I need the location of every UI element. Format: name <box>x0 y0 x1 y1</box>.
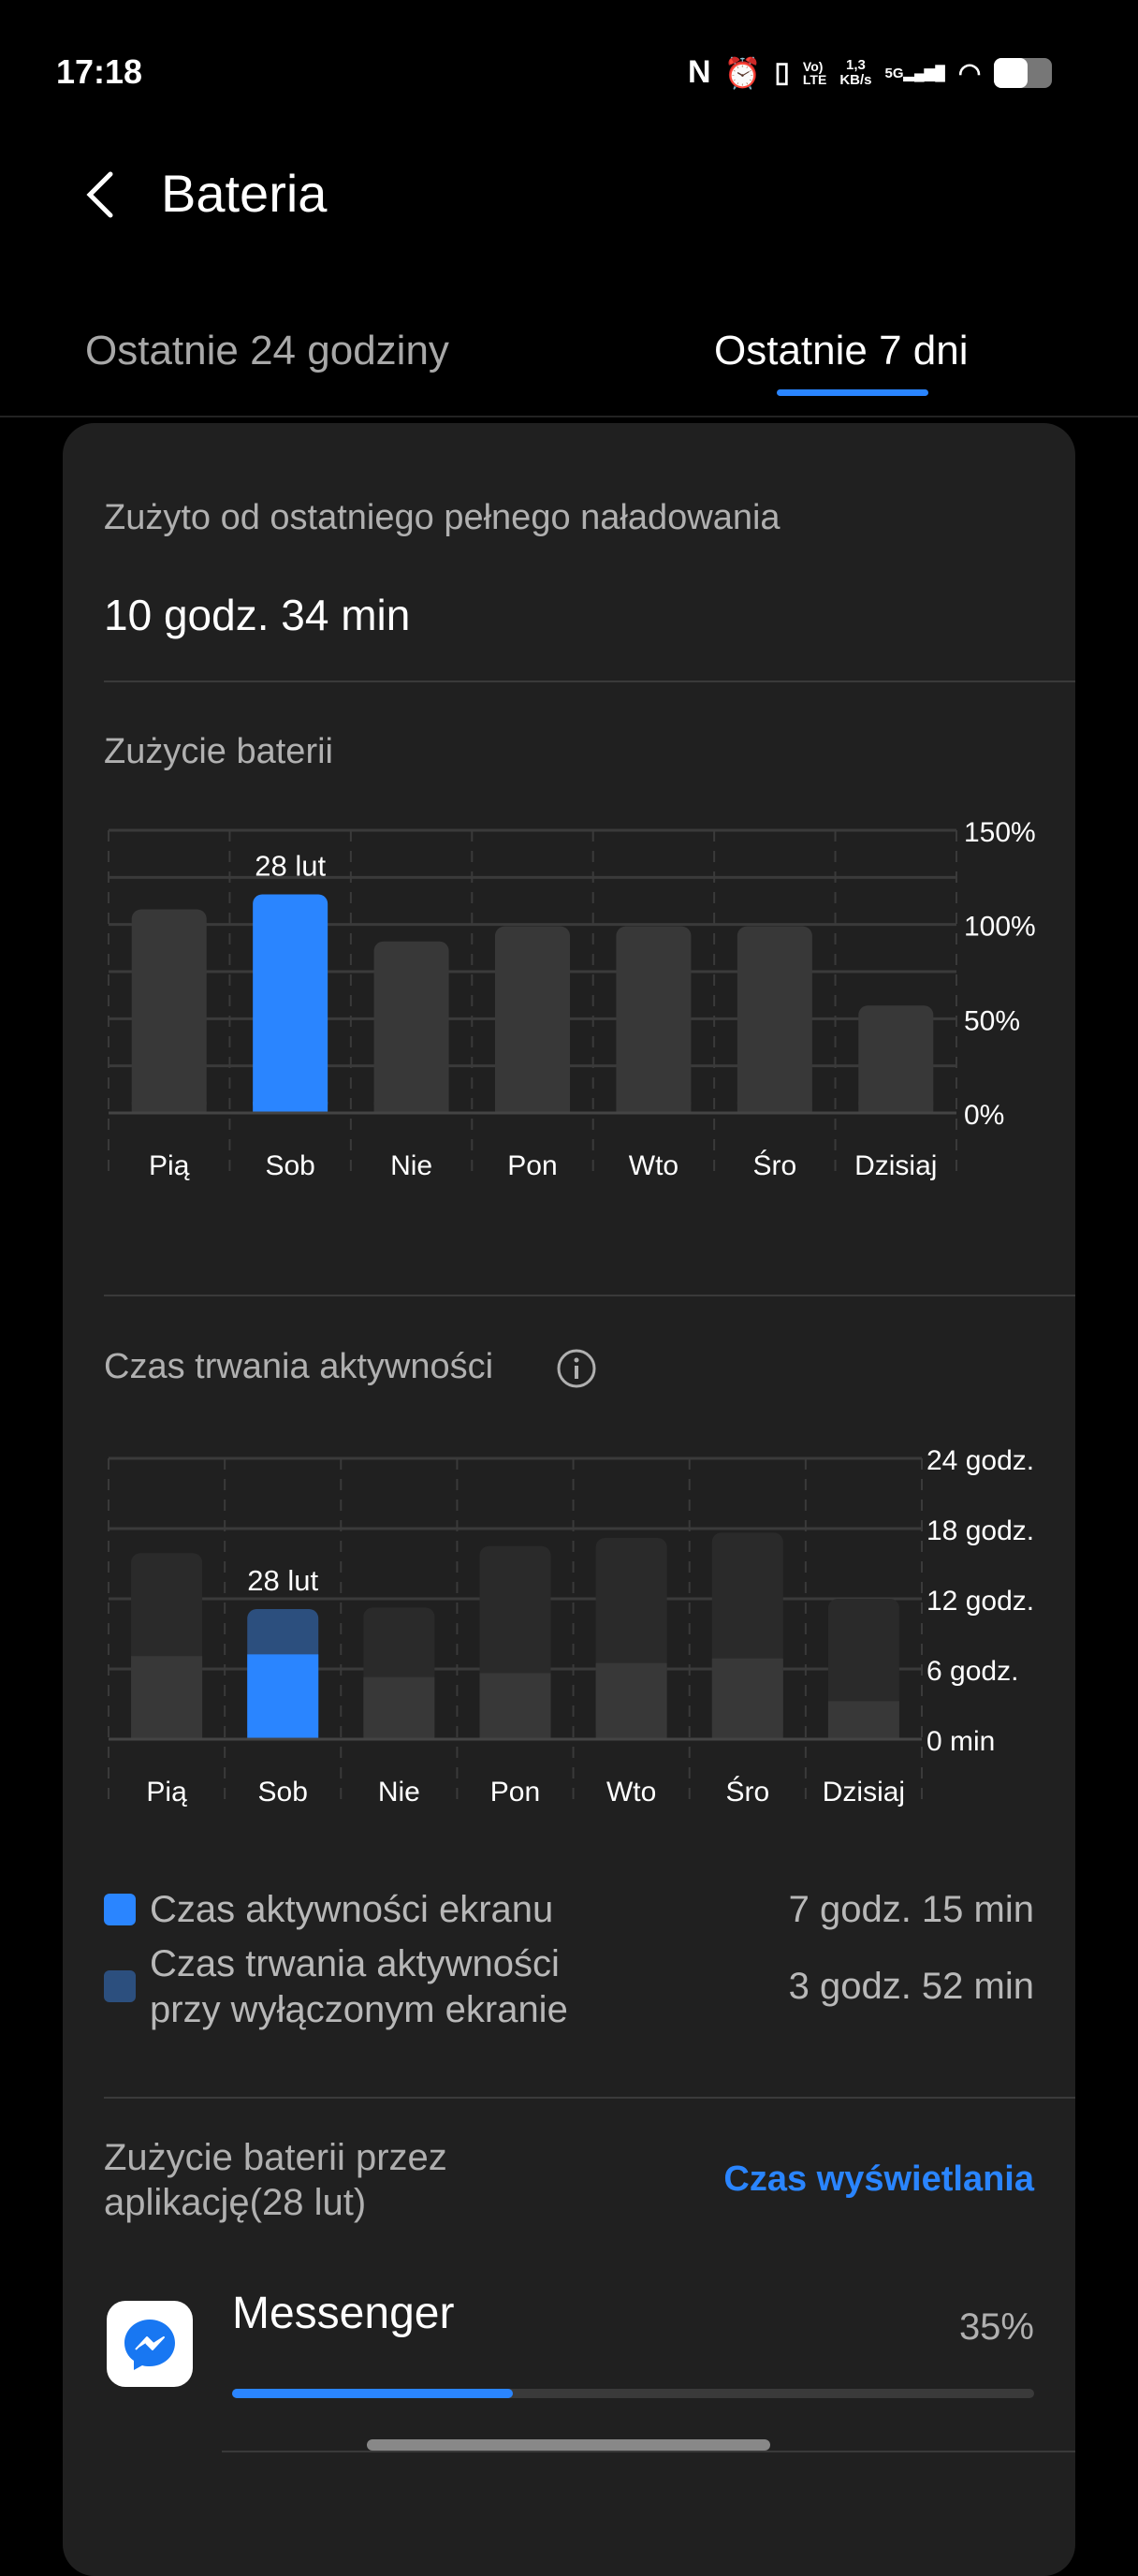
legend-screen-off-swatch <box>104 1970 136 2002</box>
legend-screen-on-value: 7 godz. 15 min <box>788 1889 1034 1930</box>
bar <box>253 894 328 1113</box>
legend-screen-off-value: 3 godz. 52 min <box>788 1966 1034 2007</box>
wifi-icon: ◠ <box>957 58 982 87</box>
x-tick-label: Śro <box>753 1149 797 1181</box>
tab-last-7-days[interactable]: Ostatnie 7 dni <box>714 328 969 373</box>
y-tick-label: 18 godz. <box>926 1515 1034 1546</box>
apps-section-title-line1: Zużycie baterii przez <box>104 2137 447 2178</box>
info-icon[interactable] <box>556 1348 597 1389</box>
y-tick-label: 12 godz. <box>926 1586 1034 1617</box>
bar-screen-on <box>363 1676 435 1739</box>
bar <box>737 926 812 1113</box>
y-tick-label: 0 min <box>926 1726 995 1757</box>
bar-base <box>373 1102 449 1113</box>
battery-usage-title: Zużycie baterii <box>104 732 333 771</box>
bar <box>131 909 207 1113</box>
activity-time-chart[interactable]: 24 godz. 18 godz. 12 godz. 6 godz. 0 min Pią 2… <box>0 1423 1138 1825</box>
app-name: Messenger <box>232 2289 455 2338</box>
bar-screen-on <box>479 1673 551 1739</box>
back-arrow-icon <box>86 171 113 218</box>
x-tick-label: Nie <box>390 1150 432 1181</box>
legend-screen-off-label-line1: Czas trwania aktywności <box>150 1943 560 1984</box>
app-row-messenger[interactable]: Messenger 35% <box>0 2284 1138 2452</box>
volte-icon: Vo) LTE <box>802 58 827 87</box>
x-tick-label: Pią <box>149 1150 190 1181</box>
signal-icon: 5G▂▄▆█ <box>884 65 945 81</box>
y-tick-label: 50% <box>964 1005 1020 1036</box>
legend-screen-on-label: Czas aktywności ekranu <box>150 1889 554 1930</box>
status-icons: N ⏰ ▯ Vo) LTE 1,3 KB/s 5G▂▄▆█ ◠ <box>688 54 1053 91</box>
x-tick-label: Pon <box>507 1150 557 1181</box>
y-tick-label: 150% <box>964 817 1036 848</box>
summary-value: 10 godz. 34 min <box>104 591 411 639</box>
legend-screen-off-label-line2: przy wyłączonym ekranie <box>150 1989 568 2030</box>
bar-base <box>495 1102 570 1113</box>
messenger-icon <box>107 2301 193 2387</box>
bar <box>495 926 570 1113</box>
page-title: Bateria <box>161 164 328 223</box>
app-usage-bar <box>232 2389 1034 2398</box>
y-tick-label: 0% <box>964 1100 1004 1131</box>
bar-base <box>858 1102 934 1113</box>
divider <box>104 681 1075 682</box>
x-tick-label: Wto <box>629 1150 678 1181</box>
bar-base <box>253 1102 328 1113</box>
vibrate-icon: ▯ <box>774 57 790 88</box>
bar-screen-on <box>247 1654 319 1739</box>
nfc-icon: N <box>688 54 711 90</box>
app-usage-bar-fill <box>232 2389 513 2398</box>
x-tick-label: Pią <box>146 1777 187 1808</box>
x-tick-label: Nie <box>378 1777 420 1808</box>
x-tick-label: Sob <box>265 1150 314 1181</box>
bar-screen-on <box>595 1662 667 1739</box>
app-percent: 35% <box>958 2306 1034 2348</box>
legend-screen-on-swatch <box>104 1894 136 1925</box>
x-tick-label: Pon <box>490 1777 540 1808</box>
divider <box>104 2097 1075 2099</box>
divider <box>222 2451 1075 2452</box>
tab-indicator <box>777 389 928 396</box>
x-tick-label: Śro <box>725 1776 769 1808</box>
bar-base <box>616 1102 692 1113</box>
bar-screen-on <box>711 1658 783 1739</box>
net-speed: 1,3 KB/s <box>839 56 872 88</box>
selected-bar-label: 28 lut <box>255 849 326 882</box>
bar-base <box>737 1102 812 1113</box>
summary-label: Zużyto od ostatniego pełnego naładowania <box>104 498 781 537</box>
selected-bar-label: 28 lut <box>247 1564 318 1597</box>
y-tick-label: 24 godz. <box>926 1445 1034 1476</box>
battery-icon <box>994 57 1053 88</box>
tab-last-24h[interactable]: Ostatnie 24 godziny <box>85 328 449 373</box>
x-tick-label: Dzisiaj <box>854 1150 937 1181</box>
activity-time-title: Czas trwania aktywności <box>104 1347 494 1386</box>
bar <box>616 926 692 1113</box>
sort-by-screen-time-button[interactable]: Czas wyświetlania <box>723 2159 1034 2199</box>
bar <box>373 941 449 1113</box>
bar-screen-on <box>131 1656 203 1739</box>
bar-base <box>131 1102 207 1113</box>
x-tick-label: Sob <box>258 1777 308 1808</box>
alarm-icon: ⏰ <box>723 55 762 90</box>
nav-gesture-bar[interactable] <box>367 2439 770 2451</box>
x-tick-label: Dzisiaj <box>823 1777 905 1808</box>
divider <box>104 1295 1075 1296</box>
battery-card <box>63 423 1075 2576</box>
x-tick-label: Wto <box>606 1777 656 1808</box>
header-divider <box>0 416 1138 417</box>
apps-section-title-line2: aplikację(28 lut) <box>104 2182 367 2223</box>
y-tick-label: 6 godz. <box>926 1656 1018 1687</box>
y-tick-label: 100% <box>964 912 1036 943</box>
back-button[interactable] <box>79 167 125 223</box>
bar-screen-on <box>827 1701 899 1739</box>
bar <box>858 1005 934 1113</box>
battery-usage-chart[interactable]: 150% 100% 50% 0% Pią 28 lut Sob Nie Pon Wto Śro Dzi… <box>0 796 1138 1198</box>
status-time: 17:18 <box>56 52 143 91</box>
